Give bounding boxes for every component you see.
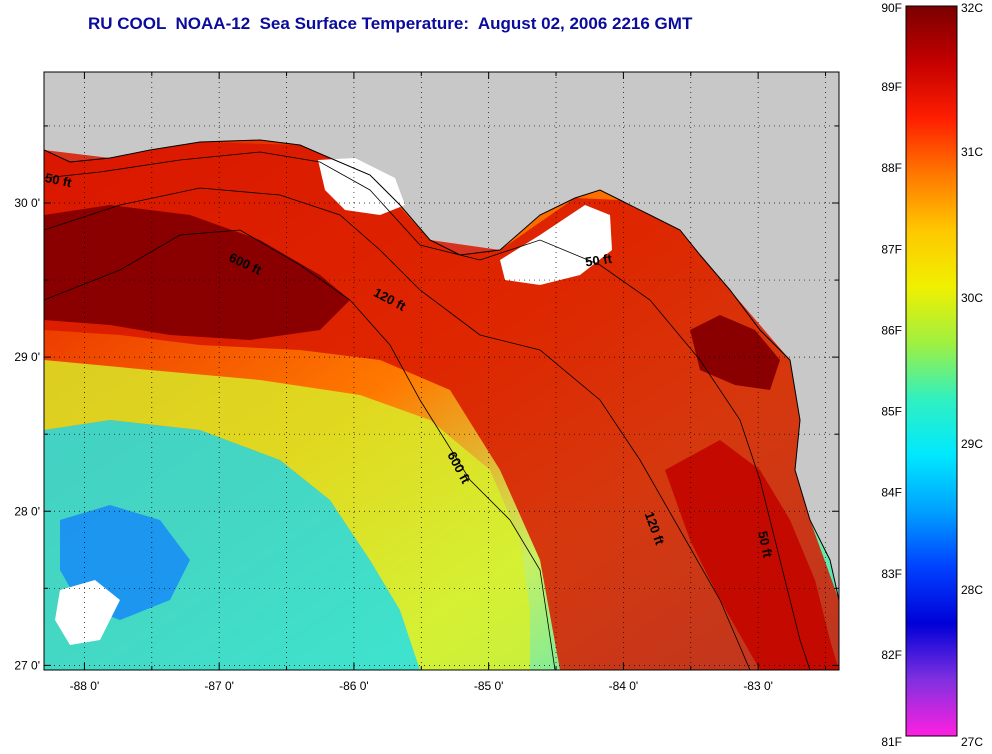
colorbar-f-label: 89F (881, 80, 902, 94)
isobath-label: 50 ft (44, 170, 74, 190)
longitude-axis: -88 0' -87 0' -86 0' -85 0' -84 0' -83 0' (70, 679, 773, 693)
hot-band-southeast (665, 440, 839, 670)
lat-tick-label: 30 0' (14, 196, 40, 210)
colorbar-f-label: 86F (881, 323, 902, 337)
colorbar-f-label: 82F (881, 648, 902, 662)
latitude-axis: 30 0' 29 0' 28 0' 27 0' (14, 196, 40, 672)
lon-tick-label: -87 0' (204, 679, 234, 693)
colorbar-celsius-labels: 32C 31C 30C 29C 28C 27C (961, 1, 983, 749)
colorbar-f-label: 87F (881, 242, 902, 256)
isobath-50ft (44, 151, 811, 670)
hot-core-east (690, 315, 780, 390)
lon-tick-label: -86 0' (339, 679, 369, 693)
cloud-patch (55, 580, 120, 645)
colorbar (905, 5, 958, 737)
colorbar-c-label: 27C (961, 735, 983, 749)
colorbar-c-label: 32C (961, 1, 983, 15)
colorbar-f-label: 83F (881, 567, 902, 581)
lon-tick-label: -88 0' (70, 679, 100, 693)
colorbar-c-label: 29C (961, 437, 983, 451)
colorbar-fahrenheit-labels: 90F 89F 88F 87F 86F 85F 84F 83F 82F 81F (881, 1, 902, 749)
hot-core-west (44, 205, 350, 340)
coastline (44, 139, 839, 601)
colorbar-c-label: 28C (961, 583, 983, 597)
colorbar-c-label: 30C (961, 291, 983, 305)
colorbar-f-label: 85F (881, 405, 902, 419)
cloud-patch (318, 158, 405, 215)
map-frame (43, 71, 840, 671)
colorbar-f-label: 81F (881, 735, 902, 749)
lon-tick-label: -84 0' (609, 679, 639, 693)
colorbar-c-label: 31C (961, 145, 983, 159)
lon-tick-label: -85 0' (474, 679, 504, 693)
colorbar-f-label: 90F (881, 1, 902, 15)
lat-tick-label: 29 0' (14, 350, 40, 364)
isobath-120ft (44, 187, 751, 670)
axis-ticks (44, 72, 839, 670)
map-area[interactable] (44, 72, 839, 670)
colorbar-f-label: 84F (881, 486, 902, 500)
yellow-transition (44, 360, 530, 670)
lat-tick-label: 28 0' (14, 504, 40, 518)
chart-title: RU COOL NOAA-12 Sea Surface Temperature:… (88, 14, 693, 33)
lon-tick-label: -83 0' (743, 679, 773, 693)
isobath-600ft (44, 229, 556, 670)
isobath-label: 50 ft (755, 530, 775, 560)
isobath-label: 50 ft (584, 251, 613, 270)
colorbar-f-label: 88F (881, 161, 902, 175)
cloud-patch (500, 205, 612, 285)
lat-tick-label: 27 0' (14, 658, 40, 672)
